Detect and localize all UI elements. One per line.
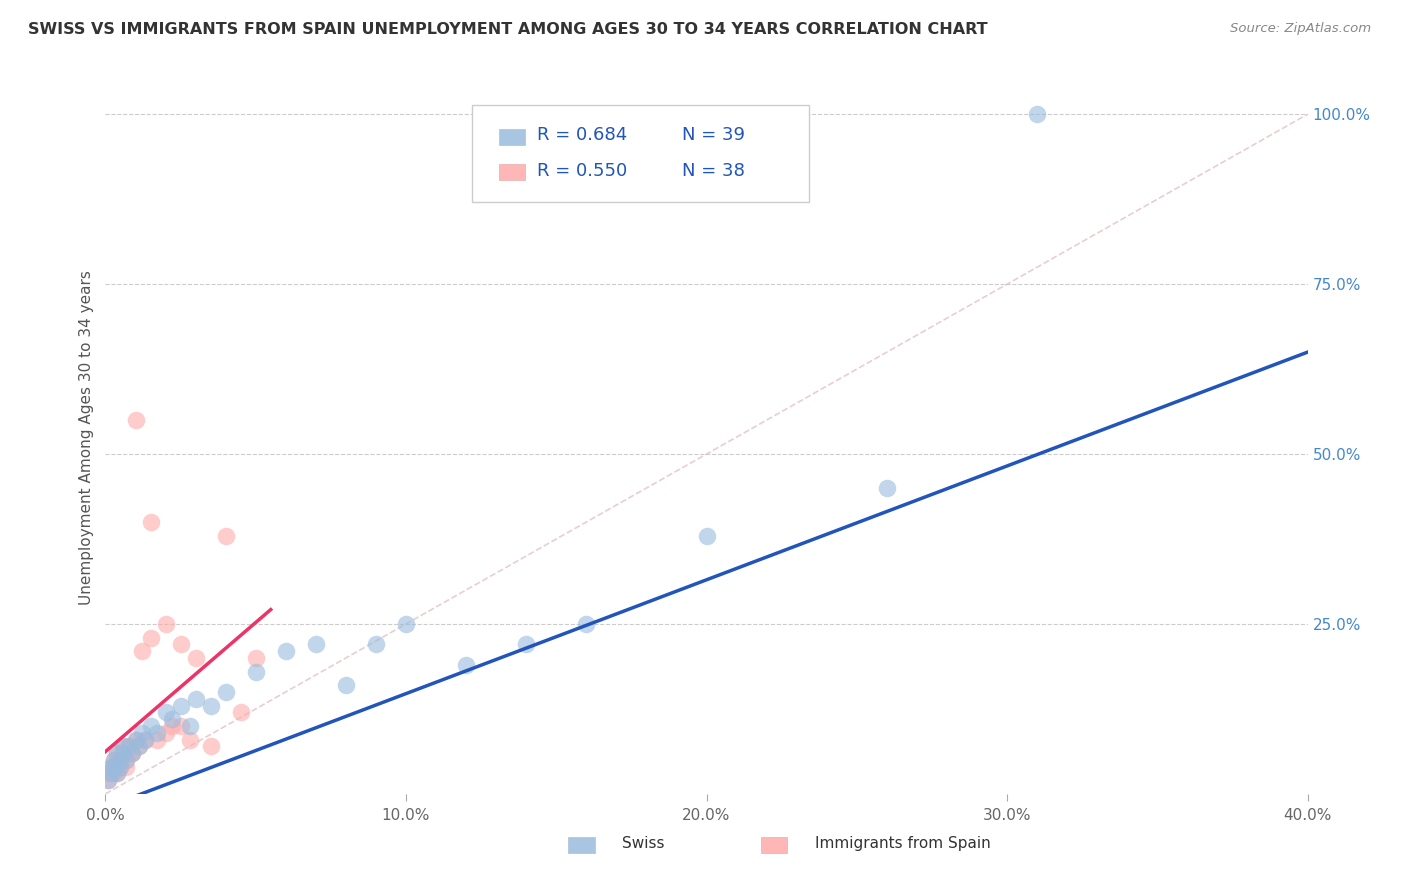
- Point: [115, 760, 138, 774]
- Point: [160, 712, 183, 726]
- Point: [179, 719, 201, 733]
- Point: [112, 746, 135, 760]
- Point: [145, 732, 167, 747]
- Point: [229, 706, 252, 720]
- Point: [112, 746, 135, 760]
- Point: [139, 631, 162, 645]
- Point: [179, 732, 201, 747]
- Point: [100, 760, 122, 774]
- Point: [200, 739, 222, 754]
- Point: [515, 637, 537, 651]
- Text: R = 0.550: R = 0.550: [537, 162, 627, 180]
- Point: [169, 719, 191, 733]
- Point: [214, 685, 236, 699]
- Point: [214, 528, 236, 542]
- Point: [107, 746, 129, 760]
- FancyBboxPatch shape: [499, 164, 524, 180]
- Point: [110, 753, 132, 767]
- Point: [131, 725, 153, 739]
- Point: [121, 746, 143, 760]
- Point: [305, 637, 328, 651]
- FancyBboxPatch shape: [472, 105, 808, 202]
- Point: [121, 746, 143, 760]
- Point: [110, 760, 132, 774]
- Point: [139, 719, 162, 733]
- FancyBboxPatch shape: [761, 838, 787, 853]
- Point: [184, 651, 207, 665]
- Point: [107, 766, 129, 780]
- Text: Immigrants from Spain: Immigrants from Spain: [814, 837, 990, 851]
- Point: [131, 644, 153, 658]
- Point: [335, 678, 357, 692]
- Point: [115, 753, 138, 767]
- Point: [100, 766, 122, 780]
- Point: [110, 753, 132, 767]
- Point: [169, 637, 191, 651]
- Y-axis label: Unemployment Among Ages 30 to 34 years: Unemployment Among Ages 30 to 34 years: [79, 269, 94, 605]
- FancyBboxPatch shape: [568, 838, 595, 853]
- Point: [139, 515, 162, 529]
- Point: [876, 481, 898, 495]
- Point: [118, 739, 141, 754]
- Point: [97, 766, 120, 780]
- Point: [155, 725, 177, 739]
- Point: [112, 739, 135, 754]
- Point: [110, 753, 132, 767]
- Point: [97, 773, 120, 788]
- Point: [155, 706, 177, 720]
- Point: [160, 719, 183, 733]
- Point: [97, 773, 120, 788]
- Text: N = 38: N = 38: [682, 162, 745, 180]
- Point: [124, 732, 146, 747]
- Point: [696, 528, 718, 542]
- Point: [145, 725, 167, 739]
- Point: [112, 739, 135, 754]
- FancyBboxPatch shape: [499, 128, 524, 145]
- Point: [395, 617, 418, 632]
- Point: [103, 760, 125, 774]
- Point: [245, 665, 267, 679]
- Point: [124, 732, 146, 747]
- Point: [456, 657, 478, 672]
- Point: [169, 698, 191, 713]
- Text: SWISS VS IMMIGRANTS FROM SPAIN UNEMPLOYMENT AMONG AGES 30 TO 34 YEARS CORRELATIO: SWISS VS IMMIGRANTS FROM SPAIN UNEMPLOYM…: [28, 22, 988, 37]
- Point: [184, 691, 207, 706]
- Point: [103, 753, 125, 767]
- Point: [103, 766, 125, 780]
- Text: R = 0.684: R = 0.684: [537, 127, 627, 145]
- Point: [1026, 107, 1049, 121]
- Point: [575, 617, 598, 632]
- Point: [200, 698, 222, 713]
- Point: [103, 760, 125, 774]
- Point: [128, 739, 150, 754]
- Point: [110, 760, 132, 774]
- Point: [155, 617, 177, 632]
- Text: Source: ZipAtlas.com: Source: ZipAtlas.com: [1230, 22, 1371, 36]
- Point: [118, 739, 141, 754]
- Point: [115, 753, 138, 767]
- Point: [245, 651, 267, 665]
- Point: [107, 766, 129, 780]
- Text: N = 39: N = 39: [682, 127, 745, 145]
- Point: [103, 753, 125, 767]
- Point: [100, 760, 122, 774]
- Point: [274, 644, 297, 658]
- Point: [100, 766, 122, 780]
- Point: [121, 746, 143, 760]
- Point: [134, 732, 156, 747]
- Point: [364, 637, 387, 651]
- Text: Swiss: Swiss: [623, 837, 665, 851]
- Point: [128, 739, 150, 754]
- Point: [134, 732, 156, 747]
- Point: [124, 413, 146, 427]
- Point: [107, 746, 129, 760]
